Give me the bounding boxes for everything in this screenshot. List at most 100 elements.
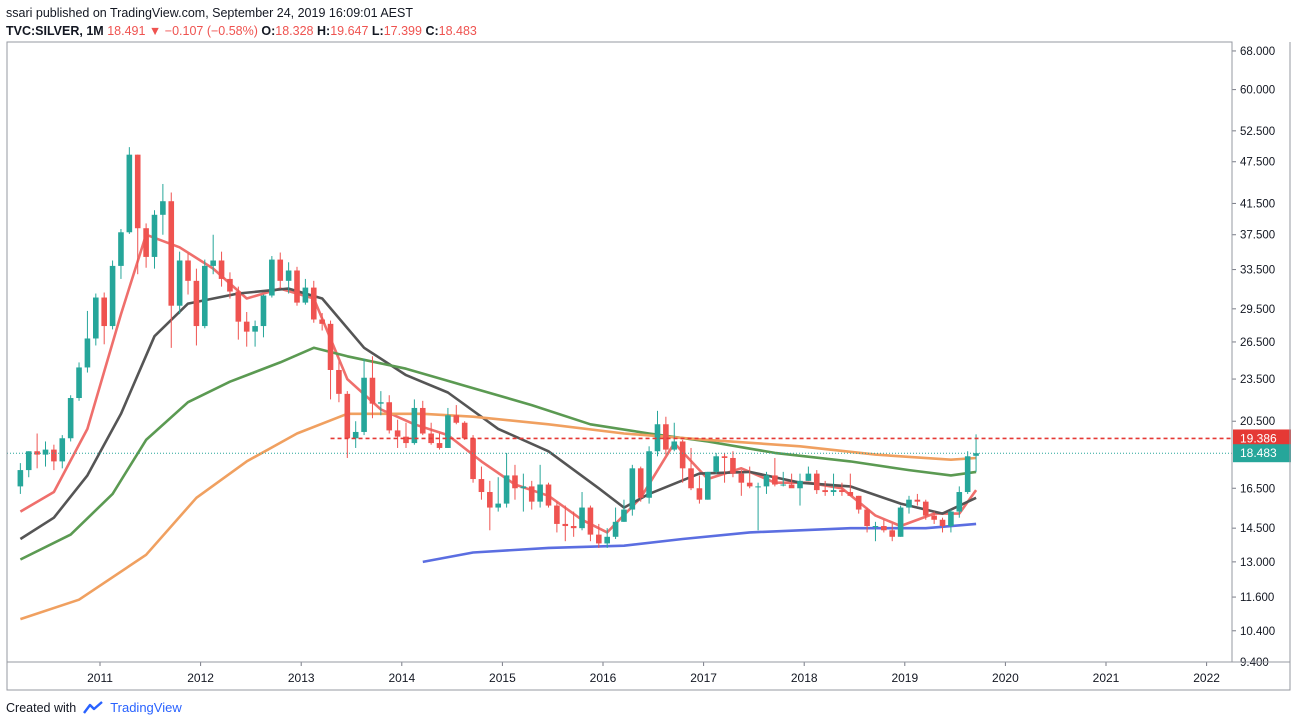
y-tick-label: 13.000: [1240, 557, 1275, 569]
close-value: 18.483: [438, 24, 477, 38]
candle-body: [227, 278, 233, 292]
candle-body: [218, 260, 225, 279]
candle-body: [637, 468, 644, 498]
candle-body: [243, 321, 250, 332]
symbol-name[interactable]: TVC:SILVER, 1M: [6, 24, 104, 38]
candle-body: [109, 265, 116, 327]
candle-body: [445, 415, 451, 448]
candle-body: [730, 457, 736, 474]
candle-body: [319, 319, 325, 324]
candle-body: [378, 402, 384, 404]
candle-body: [906, 499, 912, 508]
y-tick-label: 11.600: [1240, 592, 1274, 604]
candle-body: [327, 323, 334, 370]
high-value: 19.647: [330, 24, 369, 38]
candle-body: [487, 492, 493, 508]
y-tick-label: 26.500: [1240, 337, 1275, 349]
candle-body: [336, 369, 342, 394]
candle-body: [403, 436, 409, 444]
x-tick-label: 2018: [791, 671, 818, 685]
candle-body: [528, 486, 535, 502]
candle-body: [788, 484, 795, 489]
candle-body: [537, 484, 543, 502]
y-tick-label: 41.500: [1240, 198, 1275, 210]
chart-grid: [7, 42, 1232, 662]
y-tick-label: 29.500: [1240, 304, 1275, 316]
candle-body: [93, 297, 99, 339]
candle-body: [855, 495, 862, 510]
candle-body: [629, 468, 636, 510]
candle-body: [495, 503, 502, 508]
x-tick-label: 2020: [992, 671, 1019, 685]
down-arrow-icon: ▼: [148, 24, 162, 38]
candle-body: [805, 473, 812, 481]
y-tick-label: 68.000: [1240, 46, 1275, 58]
candle-body: [17, 470, 24, 487]
published-line: ssari published on TradingView.com, Sept…: [6, 6, 413, 20]
candle-body: [361, 377, 367, 432]
candle-body: [847, 492, 854, 496]
y-tick-label: 9.400: [1240, 657, 1269, 669]
candle-body: [881, 526, 887, 531]
candle-body: [939, 519, 946, 527]
candle-body: [285, 270, 292, 281]
candle-body: [562, 523, 569, 527]
created-with-label: Created with: [6, 700, 77, 715]
candle-body: [461, 422, 468, 439]
level-price-tag: [1233, 429, 1291, 448]
candle-body: [671, 441, 678, 450]
candle-body: [118, 232, 124, 266]
candle-body: [470, 438, 476, 480]
candle-body: [596, 534, 602, 544]
x-tick-label: 2013: [288, 671, 315, 685]
candle-body: [612, 521, 619, 537]
candle-body: [67, 398, 74, 439]
candle-body: [956, 492, 963, 512]
tradingview-brand[interactable]: TradingView: [110, 700, 182, 715]
price-tag-label: 19.386: [1240, 431, 1277, 445]
candle-body: [973, 453, 979, 456]
candle-body: [453, 415, 460, 423]
candle-body: [143, 228, 149, 257]
candle-body: [42, 449, 49, 455]
close-label: C:: [425, 24, 439, 38]
candle-body: [512, 475, 518, 489]
candle-body: [545, 484, 552, 506]
candle-body: [830, 490, 837, 493]
candle-body: [386, 402, 393, 431]
candle-body: [210, 260, 216, 266]
x-tick-label: 2012: [187, 671, 214, 685]
x-tick-label: 2011: [87, 671, 113, 685]
candle-body: [554, 505, 560, 524]
candle-body: [646, 451, 652, 498]
candle-body: [176, 260, 183, 306]
candle-body: [185, 260, 191, 281]
candle-body: [134, 154, 141, 229]
candle-body: [688, 468, 694, 489]
y-tick-label: 10.400: [1240, 626, 1275, 638]
moving-average-line: [19, 287, 977, 541]
price-change: −0.107 (−0.58%): [164, 24, 258, 38]
open-label: O:: [261, 24, 276, 38]
candle-body: [772, 475, 778, 485]
chart-frame: [6, 41, 1291, 691]
candle-body: [160, 201, 166, 215]
y-tick-label: 37.500: [1240, 230, 1275, 242]
candle-body: [260, 295, 267, 327]
candle-body: [931, 515, 937, 520]
candle-body: [59, 438, 66, 462]
candle-body: [84, 338, 91, 368]
candle-body: [294, 270, 300, 303]
candle-body: [269, 259, 275, 296]
candle-body: [604, 536, 610, 544]
x-tick-label: 2021: [1093, 671, 1120, 685]
candle-body: [168, 201, 175, 306]
candle-body: [822, 490, 828, 493]
candle-body: [897, 507, 904, 537]
candle-body: [570, 526, 577, 529]
candle-body: [411, 407, 418, 444]
candle-body: [25, 451, 32, 471]
candle-body: [864, 509, 870, 527]
